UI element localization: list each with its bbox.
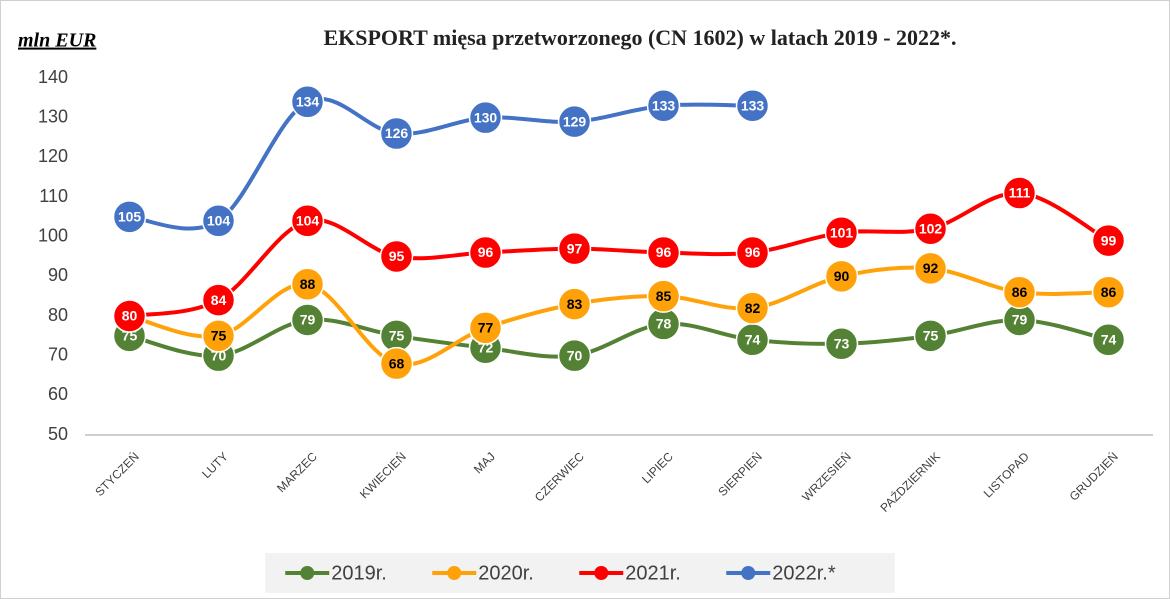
data-label: 133 bbox=[652, 97, 676, 113]
data-point bbox=[646, 279, 681, 313]
data-point bbox=[379, 116, 414, 151]
data-point bbox=[913, 211, 948, 246]
data-point bbox=[735, 235, 770, 270]
data-label: 68 bbox=[389, 355, 405, 371]
data-label: 96 bbox=[478, 244, 494, 260]
data-point bbox=[379, 239, 414, 274]
data-label: 79 bbox=[1012, 312, 1028, 328]
data-point bbox=[201, 319, 236, 353]
data-label: 133 bbox=[741, 97, 765, 113]
data-label: 86 bbox=[1012, 284, 1028, 300]
data-point bbox=[557, 338, 592, 373]
data-label: 130 bbox=[474, 109, 498, 125]
data-point bbox=[1002, 176, 1037, 210]
data-point bbox=[646, 89, 681, 123]
data-label: 90 bbox=[834, 268, 850, 284]
data-label: 134 bbox=[296, 94, 320, 110]
data-label: 79 bbox=[300, 312, 316, 328]
data-point bbox=[646, 235, 681, 270]
data-point bbox=[824, 215, 859, 250]
data-point bbox=[468, 100, 503, 135]
data-label: 73 bbox=[834, 335, 850, 351]
data-point bbox=[112, 299, 147, 333]
y-tick-label: 60 bbox=[48, 384, 68, 404]
data-point bbox=[290, 303, 325, 337]
data-label: 86 bbox=[1101, 284, 1117, 300]
data-label: 84 bbox=[211, 292, 227, 308]
y-tick-label: 120 bbox=[38, 146, 68, 166]
data-point bbox=[201, 204, 236, 238]
data-label: 102 bbox=[919, 220, 943, 236]
data-point bbox=[735, 89, 770, 123]
data-point bbox=[824, 327, 859, 361]
y-tick-label: 80 bbox=[48, 305, 68, 325]
legend-label: 2021r. bbox=[625, 562, 681, 584]
data-label: 96 bbox=[656, 244, 672, 260]
y-tick-label: 140 bbox=[38, 67, 68, 87]
data-point bbox=[468, 311, 503, 345]
data-label: 74 bbox=[745, 332, 761, 348]
data-label: 126 bbox=[385, 125, 409, 141]
y-tick-label: 100 bbox=[38, 225, 68, 245]
data-point bbox=[290, 267, 325, 302]
data-label: 83 bbox=[567, 296, 583, 312]
data-point bbox=[557, 287, 592, 321]
data-point bbox=[557, 104, 592, 139]
y-tick-label: 90 bbox=[48, 265, 68, 285]
data-point bbox=[913, 319, 948, 353]
legend-marker bbox=[594, 566, 609, 580]
data-point bbox=[913, 251, 948, 286]
legend-label: 2020r. bbox=[478, 562, 534, 584]
y-tick-label: 50 bbox=[48, 424, 68, 444]
data-label: 75 bbox=[923, 328, 939, 344]
data-label: 104 bbox=[207, 213, 231, 229]
data-label: 95 bbox=[389, 248, 405, 264]
data-label: 70 bbox=[567, 347, 583, 363]
legend-label: 2022r.* bbox=[772, 562, 836, 584]
data-point bbox=[824, 259, 859, 294]
data-label: 75 bbox=[389, 328, 405, 344]
data-label: 99 bbox=[1101, 232, 1117, 248]
data-point bbox=[557, 231, 592, 266]
data-point bbox=[1002, 275, 1037, 309]
data-label: 88 bbox=[300, 276, 316, 292]
data-point bbox=[112, 200, 147, 234]
data-label: 101 bbox=[830, 224, 854, 240]
data-point bbox=[468, 235, 503, 270]
data-point bbox=[290, 85, 325, 119]
data-point bbox=[201, 283, 236, 317]
data-point bbox=[735, 291, 770, 325]
data-label: 78 bbox=[656, 316, 672, 332]
data-label: 111 bbox=[1009, 185, 1031, 201]
data-point bbox=[1091, 223, 1126, 258]
data-label: 96 bbox=[745, 244, 761, 260]
y-axis-label: mln EUR bbox=[18, 30, 96, 52]
data-label: 80 bbox=[122, 308, 138, 324]
y-tick-label: 110 bbox=[39, 186, 68, 206]
data-label: 105 bbox=[118, 209, 142, 225]
data-label: 104 bbox=[296, 213, 320, 229]
data-point bbox=[1091, 275, 1126, 309]
data-label: 75 bbox=[211, 328, 227, 344]
legend-marker bbox=[300, 566, 315, 580]
data-label: 77 bbox=[478, 320, 494, 336]
data-label: 74 bbox=[1101, 332, 1117, 348]
y-tick-label: 130 bbox=[38, 106, 68, 126]
legend-label: 2019r. bbox=[331, 562, 387, 584]
series-line bbox=[129, 191, 1110, 318]
y-tick-label: 70 bbox=[48, 344, 68, 364]
data-label: 97 bbox=[567, 240, 583, 256]
chart-title: EKSPORT mięsa przetworzonego (CN 1602) w… bbox=[323, 25, 956, 50]
data-label: 129 bbox=[563, 113, 587, 129]
data-label: 82 bbox=[745, 300, 761, 316]
legend-marker bbox=[447, 566, 462, 580]
data-point bbox=[290, 204, 325, 238]
data-label: 85 bbox=[656, 288, 672, 304]
legend-marker bbox=[741, 566, 756, 580]
data-point bbox=[1091, 323, 1126, 357]
data-point bbox=[379, 346, 414, 381]
data-label: 92 bbox=[923, 260, 939, 276]
